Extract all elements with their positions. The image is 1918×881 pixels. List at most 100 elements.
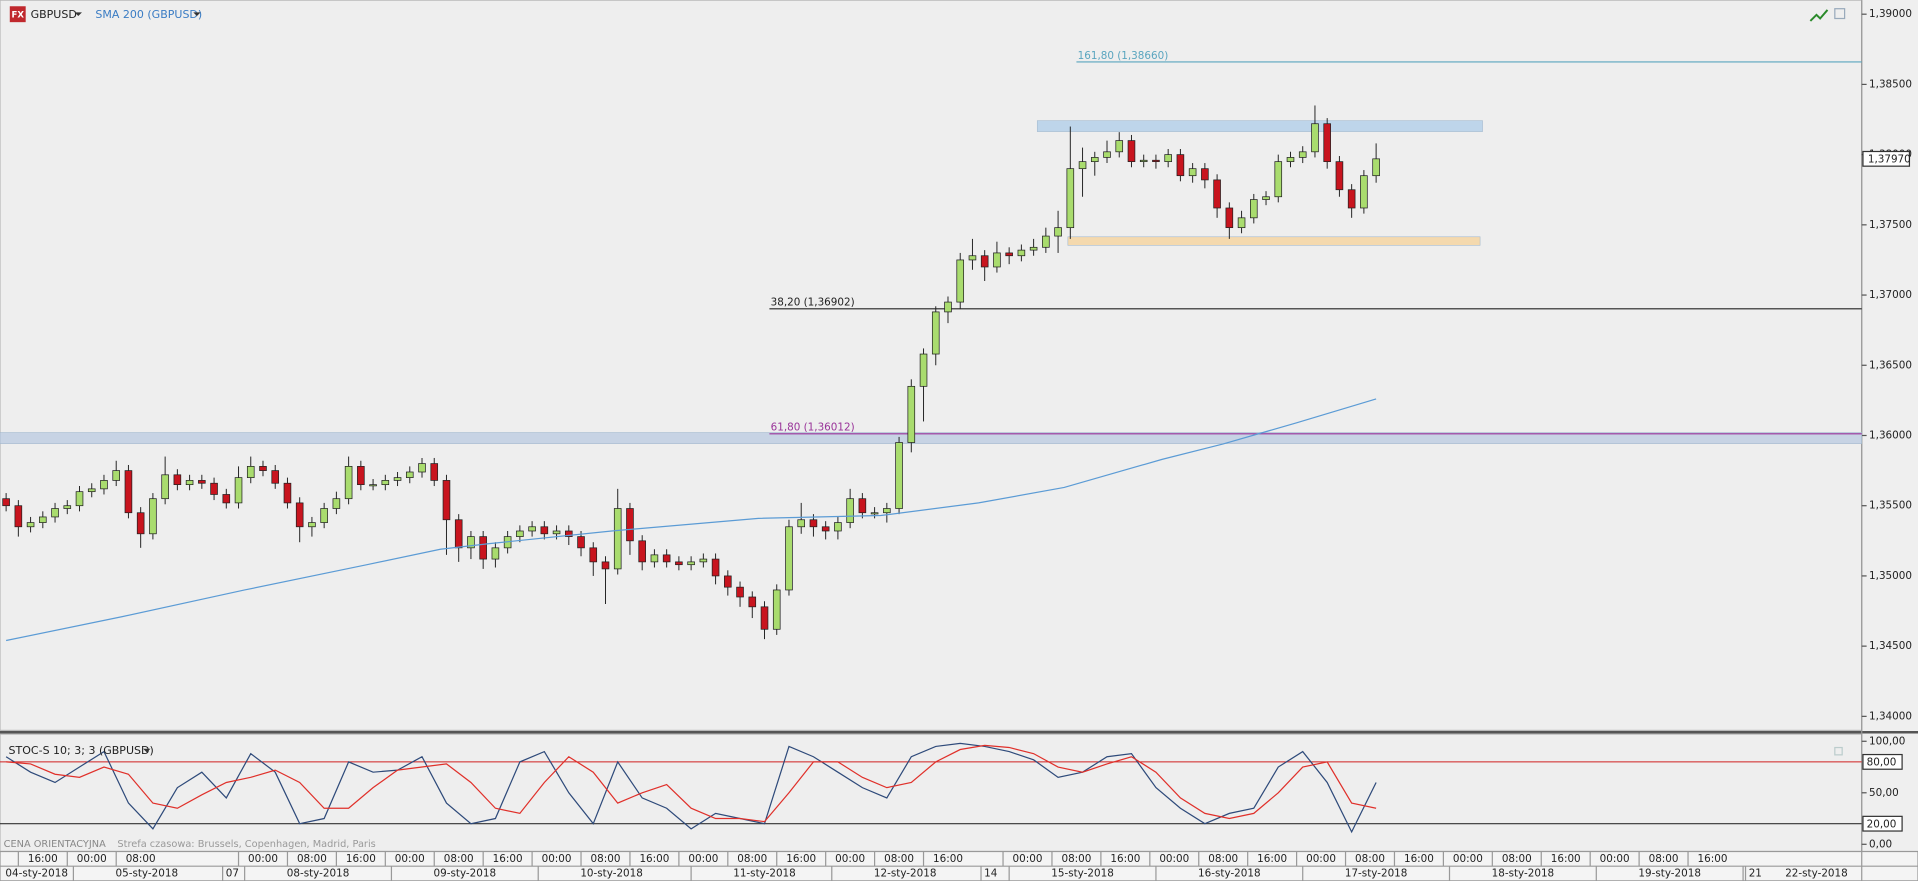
date-tick-label: 04-sty-2018	[5, 868, 68, 880]
candle-body	[161, 474, 169, 500]
candle-body	[540, 526, 549, 535]
candle-body	[1360, 175, 1368, 209]
x-tick-label: 00:00	[542, 853, 572, 865]
x-tick-label: 08:00	[1502, 853, 1532, 865]
fib-level-label: 161,80 (1,38660)	[1078, 50, 1169, 62]
candle-body	[393, 477, 402, 481]
candle-body	[198, 480, 206, 484]
candle-body	[308, 522, 316, 528]
stoch-panel	[0, 733, 1863, 853]
fib-level-label: 61,80 (1,36012)	[771, 422, 855, 434]
candle-body	[1139, 159, 1148, 163]
candle-body	[883, 508, 891, 514]
candle-body	[442, 480, 451, 521]
candle-body	[381, 480, 390, 486]
candle-body	[919, 353, 928, 387]
stoch-level-label: 20,00	[1867, 818, 1897, 830]
candle-body	[26, 522, 35, 528]
date-tick-label: 05-sty-2018	[116, 868, 179, 880]
candle-body	[675, 561, 683, 566]
candle-body	[75, 491, 84, 507]
candle-body	[662, 554, 671, 563]
x-tick-label: 00:00	[248, 853, 278, 865]
candle-body	[14, 505, 23, 528]
x-tick-label: 00:00	[688, 853, 718, 865]
x-tick-label: 00:00	[1013, 853, 1043, 865]
candle-body	[112, 470, 120, 481]
candle-body	[907, 385, 916, 443]
candle-body	[760, 606, 769, 630]
candle-body	[724, 575, 732, 588]
y-tick-label: 100,00	[1869, 735, 1905, 747]
date-tick-label: 14	[984, 868, 998, 880]
candle-body	[1250, 199, 1258, 219]
y-tick-label: 1,35500	[1869, 500, 1912, 512]
candle-body	[1066, 168, 1075, 229]
candle-body	[1213, 179, 1221, 209]
window-icon[interactable]	[1834, 8, 1846, 20]
indicator-title[interactable]: STOC-S 10; 3; 3 (GBPUSD)	[9, 744, 154, 757]
candle-body	[149, 498, 157, 535]
candle-body	[332, 498, 341, 509]
x-tick-label: 16:00	[786, 853, 816, 865]
candle-body	[809, 519, 818, 528]
candle-body	[1152, 159, 1160, 163]
candle-body	[944, 301, 952, 313]
dropdown-arrow[interactable]	[74, 12, 82, 17]
x-tick-label: 00:00	[395, 853, 425, 865]
candle-body	[834, 522, 842, 532]
trend-icon[interactable]	[1809, 9, 1829, 22]
candle-body	[626, 508, 634, 542]
symbol-icon	[9, 6, 26, 23]
candle-body	[1127, 140, 1136, 163]
window-icon[interactable]	[1834, 746, 1843, 756]
dropdown-arrow[interactable]	[143, 748, 151, 753]
x-tick-label: 00:00	[1600, 853, 1630, 865]
candle-body	[956, 259, 965, 303]
stoch-level-box	[1862, 815, 1903, 832]
candle-body	[931, 311, 940, 355]
x-tick-label: 08:00	[297, 853, 327, 865]
candle-body	[552, 530, 561, 535]
candle-body	[589, 547, 598, 563]
candle-body	[100, 480, 108, 490]
candle-body	[528, 526, 536, 532]
candle-body	[39, 516, 47, 523]
date-tick-label: 16-sty-2018	[1198, 868, 1261, 880]
x-tick-label: 16:00	[346, 853, 376, 865]
candle-body	[259, 466, 267, 471]
footer-note: CENA ORIENTACYJNA	[4, 839, 106, 850]
candle-body	[246, 466, 255, 478]
candle-body	[124, 470, 133, 514]
x-tick-label: 08:00	[126, 853, 156, 865]
date-tick-label: 09-sty-2018	[434, 868, 497, 880]
candle-body	[1042, 235, 1050, 248]
candle-body	[173, 474, 182, 486]
dropdown-arrow[interactable]	[193, 12, 201, 17]
footer-timezone: Strefa czasowa: Brussels, Copenhagen, Ma…	[117, 839, 375, 850]
date-tick-label: 22-sty-2018	[1785, 868, 1848, 880]
stoch-level-label: 80,00	[1867, 756, 1897, 768]
x-tick-label: 16:00	[639, 853, 669, 865]
y-tick-label: 1,34000	[1869, 710, 1912, 722]
sma-line	[5, 398, 1377, 642]
candle-body	[1335, 161, 1344, 191]
candle-body	[711, 558, 720, 577]
candle-body	[1188, 168, 1197, 177]
date-tick-label: 07	[226, 868, 239, 880]
chart-title[interactable]: GBPUSD	[31, 8, 77, 21]
candle-body	[1103, 151, 1111, 158]
candle-body	[430, 463, 439, 481]
candle-body	[1017, 249, 1026, 257]
x-tick-label: 00:00	[835, 853, 865, 865]
last-price-label: 1,37970	[1868, 153, 1911, 165]
candle-body	[479, 536, 487, 560]
candle-body	[577, 536, 585, 549]
candle-body	[846, 498, 854, 523]
candle-body	[1225, 207, 1234, 229]
candle-body	[295, 502, 304, 528]
candle-body	[1115, 140, 1124, 153]
candle-body	[1311, 123, 1319, 153]
legend-entry[interactable]: SMA 200 (GBPUSD)	[95, 8, 202, 21]
